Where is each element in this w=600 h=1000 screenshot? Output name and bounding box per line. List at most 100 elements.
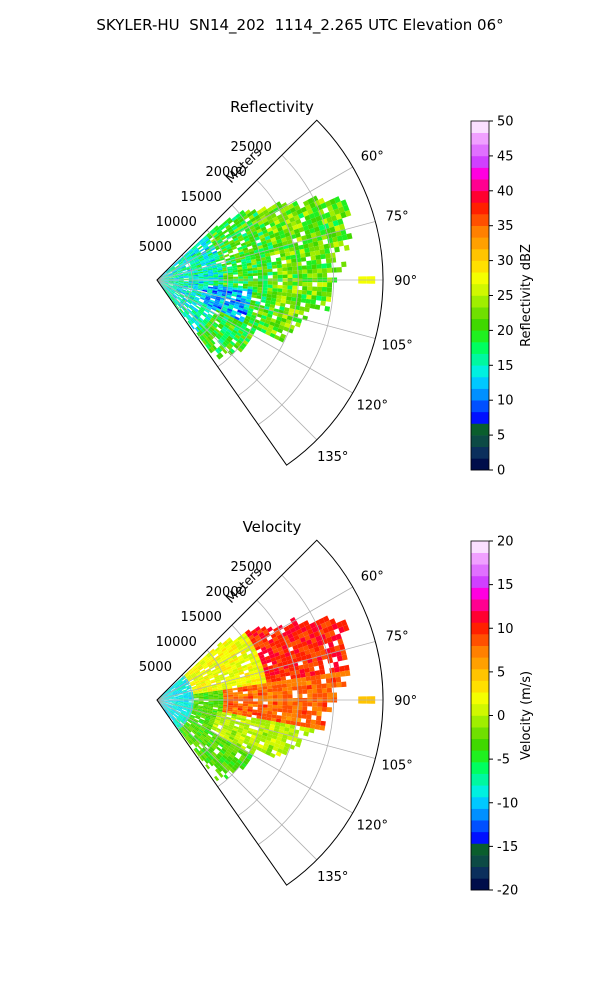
echo-cell [169,685,174,690]
echo-cell [207,755,213,762]
echo-cell [327,625,334,632]
echo-cell [168,282,174,284]
echo-cell [185,302,191,307]
echo-cell [166,287,171,292]
echo-cell [168,280,174,282]
echo-cell [299,668,305,674]
echo-cell [261,263,268,267]
echo-cell [319,649,327,656]
echo-cell [205,262,212,266]
echo-cell [209,257,215,261]
echo-cell [194,734,199,740]
echo-cell [267,701,273,705]
echo-cell [244,209,251,215]
echo-cell [177,707,183,710]
echo-cell [167,692,173,695]
echo-cell [166,286,171,290]
echo-cell [176,709,182,712]
echo-cell [237,215,243,221]
echo-cell [193,308,198,313]
echo-cell [159,698,165,700]
echo-cell [196,713,202,716]
echo-cell [228,239,235,244]
echo-cell [262,745,269,751]
echo-cell [190,252,196,257]
echo-cell [257,701,263,705]
echo-cell [307,197,314,205]
echo-cell [302,210,309,217]
echo-cell [213,274,219,277]
echo-cell [256,263,263,268]
echo-cell [225,677,231,682]
echo-cell [167,286,172,290]
echo-cell [171,287,177,291]
echo-cell [303,663,309,669]
echo-cell [178,308,183,314]
echo-cell [212,670,218,675]
echo-cell [310,719,317,725]
echo-cell [297,705,303,711]
echo-cell [237,654,244,660]
echo-cell [237,285,243,289]
range-ring [217,624,264,788]
echo-cell [254,318,261,324]
echo-cell [284,742,291,749]
echo-cell [326,216,333,224]
echo-cell [331,267,337,273]
echo-cell [274,250,280,255]
echo-cell [306,714,312,720]
echo-cell [286,296,292,301]
echo-cell [177,286,183,289]
echo-cell [230,643,237,649]
echo-cell [177,679,183,684]
echo-cell [242,247,249,252]
echo-cell [300,206,308,213]
echo-cell [197,301,203,306]
echo-cell [275,718,282,723]
echo-cell [225,757,232,763]
echo-cell [239,735,246,741]
echo-cell [197,674,203,679]
echo-cell [178,698,184,700]
echo-cell [262,325,269,331]
echo-cell [205,736,211,741]
echo-cell [203,738,209,744]
echo-cell [255,720,261,725]
echo-cell [176,718,181,723]
echo-cell [244,227,251,233]
echo-cell [198,257,204,261]
echo-cell [223,222,230,228]
echo-cell [162,272,167,276]
echo-cell [219,662,225,667]
echo-cell [253,233,259,239]
echo-cell [304,303,311,309]
echo-cell [211,294,217,298]
echo-cell [213,253,219,258]
echo-cell [204,718,210,723]
echo-cell [204,257,210,262]
echo-cell [234,334,241,340]
colorbar-segment [471,738,489,751]
echo-cell [167,293,171,298]
echo-cell [210,759,216,765]
echo-cell [178,695,184,698]
colorbar-segment [471,179,489,192]
echo-cell [300,676,307,682]
echo-cell [183,274,189,276]
echo-cell [238,273,244,277]
echo-cell [178,715,183,720]
echo-cell [193,280,199,282]
echo-cell [260,226,267,232]
echo-cell [216,292,222,296]
echo-cell [194,321,199,327]
echo-cell [256,217,263,223]
echo-cell [179,262,185,267]
echo-cell [171,716,176,721]
echo-cell [267,688,273,693]
echo-cell [236,684,243,688]
echo-cell [277,288,283,293]
echo-cell [277,646,284,652]
echo-cell [208,702,214,704]
echo-cell [193,277,199,279]
echo-cell [201,733,207,738]
